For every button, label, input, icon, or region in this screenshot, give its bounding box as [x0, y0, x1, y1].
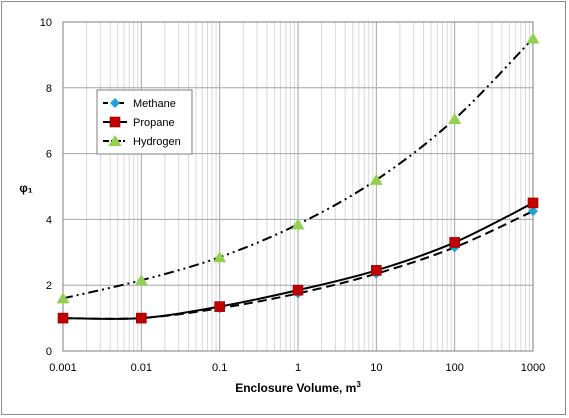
legend-label-propane: Propane: [133, 117, 175, 129]
data-point-propane: [449, 237, 460, 248]
data-point-propane: [292, 284, 304, 296]
legend: Methane Propane Hydrogen: [96, 89, 193, 155]
grid-lines: [62, 21, 534, 352]
data-point-hydrogen: [369, 173, 383, 185]
data-point-hydrogen: [526, 32, 540, 44]
legend-label-methane: Methane: [133, 98, 176, 110]
x-tick-label: 100: [445, 362, 463, 374]
x-tick-label: 0.01: [131, 362, 152, 374]
x-tick-label: 0.1: [212, 362, 227, 374]
data-point-methane: [528, 206, 538, 217]
y-tick-label: 10: [40, 17, 52, 29]
data-point-propane: [371, 265, 382, 276]
y-tick-label: 8: [46, 83, 52, 95]
x-tick-labels: 0.001 0.01 0.1 1 10 100 1000: [49, 362, 545, 374]
data-point-hydrogen: [448, 113, 462, 125]
x-tick-label: 1000: [521, 362, 545, 374]
legend-marker-propane: [109, 116, 121, 128]
data-point-propane: [214, 301, 225, 312]
data-point-propane: [57, 312, 69, 324]
y-tick-label: 2: [46, 280, 52, 292]
legend-label-hydrogen: Hydrogen: [133, 136, 181, 148]
legend-marker-methane: [110, 98, 120, 108]
y-axis-title: φ₁: [19, 181, 33, 195]
data-point-hydrogen: [56, 292, 70, 304]
y-tick-labels: 0 2 4 6 8 10: [40, 17, 52, 358]
y-tick-label: 0: [46, 346, 52, 358]
data-point-hydrogen: [134, 274, 148, 286]
y-tick-label: 4: [46, 214, 52, 226]
data-point-hydrogen: [213, 251, 227, 263]
x-axis-title-superscript: 3: [356, 380, 361, 389]
x-tick-label: 10: [370, 362, 382, 374]
x-tick-label: 0.001: [49, 362, 77, 374]
series-markers: [56, 32, 540, 324]
x-tick-label: 1: [295, 362, 301, 374]
y-tick-label: 6: [46, 149, 52, 161]
data-point-hydrogen: [291, 218, 305, 230]
x-axis-title: Enclosure Volume, m3: [235, 380, 361, 395]
data-point-propane: [136, 312, 147, 324]
plot-area-border: [62, 21, 534, 352]
data-point-propane: [527, 197, 539, 209]
legend-marker-hydrogen: [108, 135, 122, 146]
